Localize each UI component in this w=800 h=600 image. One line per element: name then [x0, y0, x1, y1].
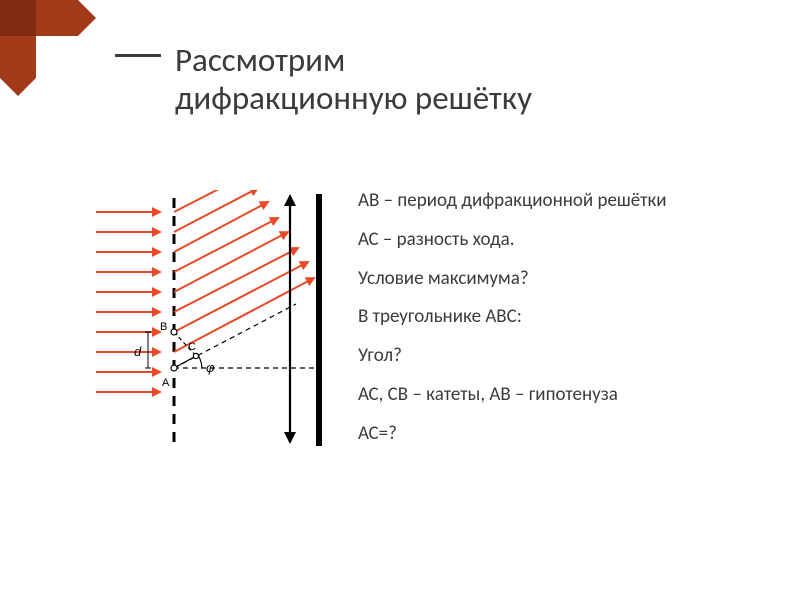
- corner-decoration: [0, 0, 90, 90]
- label-B: B: [160, 321, 167, 333]
- content-row: A B C d φ: [90, 190, 738, 462]
- page-title: Рассмотрим дифракционную решётку: [115, 42, 755, 118]
- title-line2: дифракционную решётку: [175, 78, 532, 118]
- label-A: A: [162, 377, 170, 389]
- title-line1: Рассмотрим: [175, 40, 345, 80]
- list-item: АВ – период дифракционной решётки: [358, 190, 738, 213]
- list-item: АС, СВ – катеты, АВ – гипотенуза: [358, 384, 738, 407]
- diffraction-figure: A B C d φ: [90, 190, 330, 450]
- title-block: Рассмотрим дифракционную решётку: [115, 42, 755, 118]
- slide: Рассмотрим дифракционную решётку: [0, 0, 800, 600]
- screen: [316, 194, 322, 446]
- corner-shape-dark: [0, 0, 36, 36]
- label-phi: φ: [206, 360, 215, 375]
- label-d: d: [134, 344, 142, 359]
- list-item: АС – разность хода.: [358, 229, 738, 252]
- list-item: АС=?: [358, 423, 738, 446]
- list-item: В треугольнике АВС:: [358, 306, 738, 329]
- figure-svg: A B C d φ: [90, 190, 330, 450]
- list-item: Угол?: [358, 345, 738, 368]
- label-C: C: [188, 341, 196, 353]
- text-list: АВ – период дифракционной решётки АС – р…: [358, 190, 738, 462]
- title-rule: [115, 54, 161, 57]
- list-item: Условие максимума?: [358, 268, 738, 291]
- figure-bg: [90, 190, 330, 450]
